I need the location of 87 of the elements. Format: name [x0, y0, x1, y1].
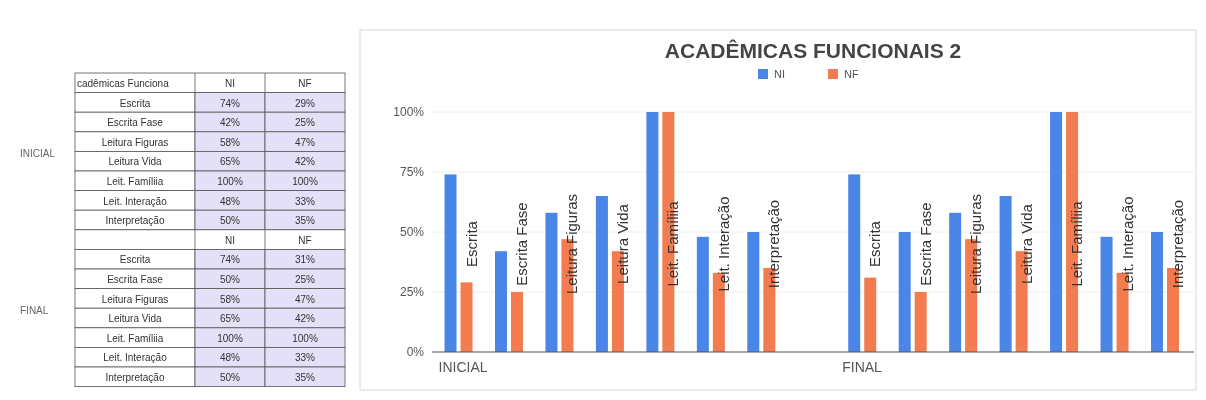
- text: cadêmicas Funciona: [77, 78, 170, 89]
- data-label: 25%: [294, 274, 316, 285]
- data-label: 74%: [219, 254, 241, 266]
- data-label: 65%: [219, 313, 241, 325]
- x-tick-label: Escrita: [866, 220, 884, 267]
- x-tick-label: Leit. Famíliia: [1068, 200, 1086, 287]
- x-tick-label: Escrita: [462, 220, 480, 267]
- data-label: 33%: [294, 195, 316, 207]
- text: INICIAL: [438, 359, 488, 375]
- bar: [747, 232, 760, 352]
- text: NI: [225, 234, 235, 246]
- bar: [510, 292, 523, 352]
- category-label: Escrita: [119, 97, 151, 109]
- data-label: 50%: [219, 274, 241, 285]
- data-label: 74%: [219, 97, 241, 109]
- data-label: 100%: [217, 176, 243, 187]
- data-label: 29%: [294, 97, 316, 109]
- bar: [898, 232, 911, 352]
- category-label: Leit. Famíliia: [106, 176, 164, 187]
- data-label: 47%: [294, 293, 316, 305]
- bar: [646, 112, 659, 352]
- category-label: Leit. Interação: [103, 352, 168, 364]
- text: INICIAL: [20, 148, 56, 160]
- bar: [1100, 236, 1113, 352]
- bar: [595, 196, 608, 352]
- x-tick-label: Leit. Interação: [714, 196, 732, 292]
- data-label: 31%: [294, 254, 316, 266]
- x-tick-label: Leitura Figuras: [967, 193, 985, 295]
- data-label: 42%: [294, 156, 316, 168]
- data-label: 100%: [292, 176, 318, 187]
- y-tick-label: 25%: [399, 285, 425, 299]
- x-tick-label: Escrita Fase: [916, 202, 934, 286]
- data-label: 42%: [294, 313, 316, 325]
- data-label: 25%: [294, 117, 316, 129]
- data-label: 35%: [294, 372, 316, 383]
- bar: [460, 282, 473, 352]
- data-label: 42%: [219, 117, 241, 129]
- y-tick-label: 0%: [406, 345, 425, 359]
- bar: [444, 174, 457, 352]
- category-label: Leitura Vida: [108, 313, 163, 325]
- legend-label: NF: [844, 68, 859, 80]
- data-label: 47%: [294, 136, 316, 148]
- data-label: 48%: [219, 195, 241, 207]
- x-tick-label: Interpretação: [1169, 199, 1187, 289]
- bar: [696, 236, 709, 352]
- category-label: Leitura Vida: [108, 156, 163, 168]
- y-tick-label: 75%: [399, 165, 425, 179]
- bar: [494, 251, 507, 352]
- y-tick-label: 50%: [399, 225, 425, 239]
- x-tick-label: Escrita Fase: [512, 202, 530, 286]
- category-label: Leitura Figuras: [101, 136, 169, 148]
- text: FINAL: [20, 305, 49, 316]
- bar: [1151, 232, 1164, 352]
- category-label: Leitura Figuras: [101, 293, 169, 305]
- text: FINAL: [842, 359, 883, 375]
- data-label: 65%: [219, 156, 241, 168]
- x-tick-label: Interpretação: [765, 199, 783, 289]
- x-tick-label: Leit. Famíliia: [664, 200, 682, 287]
- x-tick-label: Leitura Vida: [613, 203, 631, 284]
- text: NF: [298, 234, 312, 246]
- data-label: 58%: [219, 293, 241, 305]
- bar: [949, 212, 962, 352]
- y-tick-label: 100%: [393, 105, 425, 119]
- bar: [1050, 112, 1063, 352]
- data-label: 35%: [294, 215, 316, 227]
- bar: [914, 292, 927, 352]
- data-label: 100%: [217, 332, 243, 344]
- data-label: 48%: [219, 352, 241, 364]
- bar: [864, 277, 877, 352]
- chart-title: ACADÊMICAS FUNCIONAIS 2: [664, 39, 962, 62]
- bar: [848, 174, 861, 352]
- series-label: NI: [225, 78, 235, 89]
- data-label: 58%: [219, 136, 241, 148]
- bar: [545, 212, 558, 352]
- category-label: Escrita Fase: [107, 117, 164, 129]
- category-label: Interpretação: [105, 372, 165, 383]
- data-label: 100%: [292, 332, 318, 344]
- series-label: NF: [298, 78, 312, 89]
- x-tick-label: Leitura Vida: [1017, 203, 1035, 284]
- x-tick-label: Leit. Interação: [1118, 196, 1136, 292]
- bar: [999, 196, 1012, 352]
- category-label: Leit. Famíliia: [106, 332, 164, 344]
- x-tick-label: Leitura Figuras: [563, 193, 581, 295]
- legend-label: NI: [774, 68, 785, 80]
- data-label: 33%: [294, 352, 316, 364]
- data-label: 50%: [219, 372, 241, 383]
- data-label: 50%: [219, 215, 241, 227]
